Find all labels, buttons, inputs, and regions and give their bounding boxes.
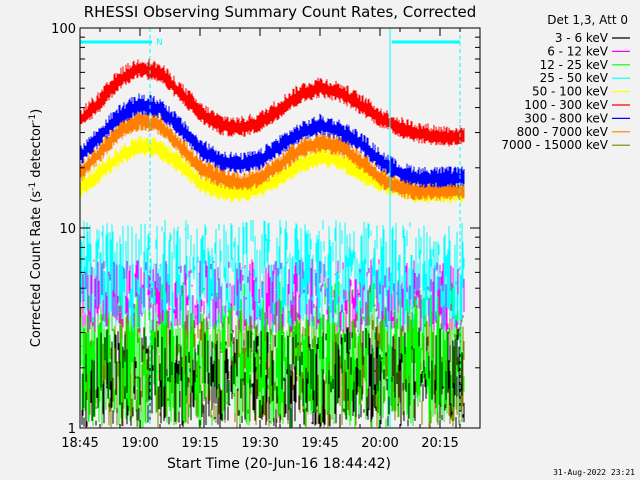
x-tick-label: 19:45 [301,436,338,451]
series-layer [80,59,465,428]
series-300-800-kev [80,93,465,188]
series-100-300-kev [80,59,465,147]
y-tick-label: 100 [51,22,76,37]
y-axis-title-sup2: -1 [28,114,38,123]
flag-label: N [156,38,163,48]
legend-label: 6 - 12 keV [547,44,609,58]
x-tick-label: 20:15 [421,436,458,451]
y-axis-title-main: Corrected Count Rate (s [29,191,44,348]
legend-header: Det 1,3, Att 0 [547,13,628,27]
series-800-7000-kev [80,109,465,201]
x-tick-label: 19:15 [181,436,218,451]
x-tick-label: 20:00 [361,436,398,451]
legend-label: 50 - 100 keV [532,85,609,99]
axis-layer: 18:45 19:00 19:15 19:30 19:45 20:00 20:15 1 10 10… [51,22,481,451]
x-tick-label: 19:00 [121,436,158,451]
plot-area: N 18:45 19:00 19:15 19:30 19:45 20:00 20:15 1 10… [51,22,481,451]
legend-label: 100 - 300 keV [524,98,608,112]
legend-label: 3 - 6 keV [555,31,609,45]
y-axis-title-end: ) [29,109,44,114]
y-tick-label: 1 [68,422,76,437]
x-tick-label: 18:45 [61,436,98,451]
legend-label: 25 - 50 keV [540,71,609,85]
x-tick-label: 19:30 [241,436,278,451]
x-axis-title: Start Time (20-Jun-16 18:44:42) [167,456,391,472]
footer-timestamp: 31-Aug-2022 23:21 [553,468,635,477]
legend-label: 12 - 25 keV [540,58,609,72]
series-25-50-kev [80,220,465,333]
legend-label: 7000 - 15000 keV [501,138,608,152]
y-axis-title-mid: detector [29,122,44,182]
y-axis-title: Corrected Count Rate (s-1 detector-1) [28,109,44,347]
y-tick-label: 10 [59,222,76,237]
y-axis-title-sup1: -1 [28,182,38,191]
legend-label: 300 - 800 keV [524,111,608,125]
legend-label: 800 - 7000 keV [517,125,609,139]
chart-title: RHESSI Observing Summary Count Rates, Co… [84,3,477,21]
